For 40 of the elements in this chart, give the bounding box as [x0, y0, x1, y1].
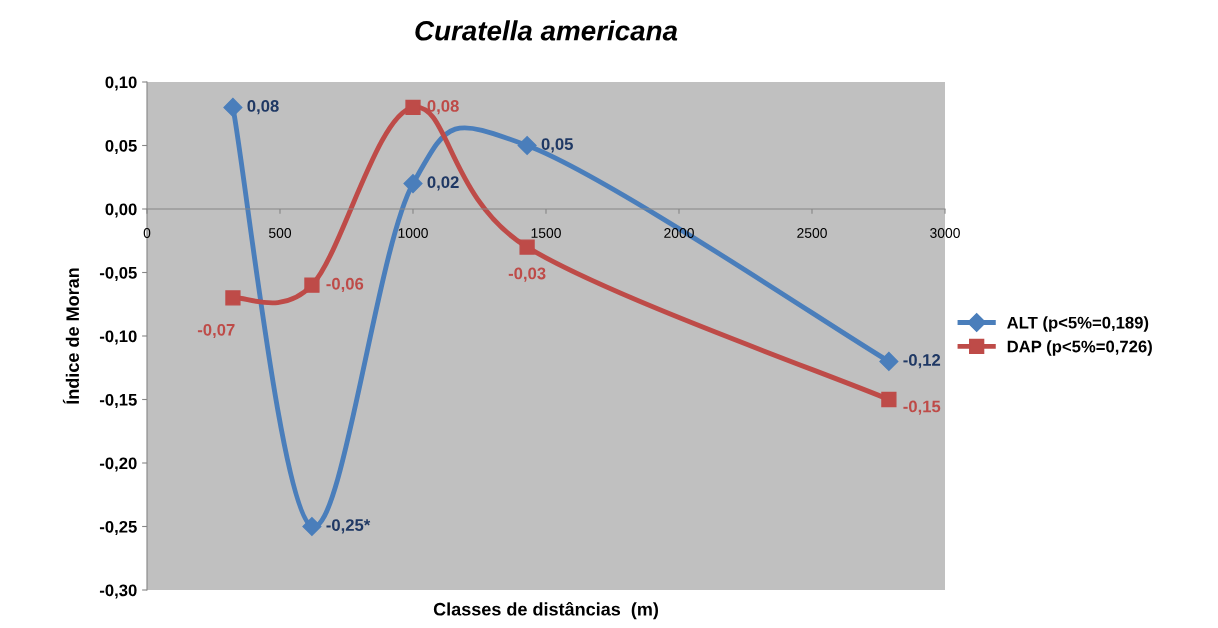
y-tick-label: -0,30: [99, 584, 137, 599]
data-label: -0,07: [197, 323, 235, 339]
y-tick-label: 0,00: [105, 203, 137, 218]
legend-label: DAP (p<5%=0,726): [1007, 340, 1152, 356]
point: [519, 239, 535, 255]
point: [881, 391, 897, 408]
data-label: -0,03: [508, 267, 546, 282]
point: [302, 516, 322, 537]
x-axis-title: Classes de distâncias (m): [433, 601, 659, 620]
chart-title: Curatella americana: [415, 20, 678, 41]
x-tick-label: 2500: [797, 228, 827, 238]
x-tick-label: 500: [268, 228, 292, 238]
y-tick-label: -0,05: [99, 266, 137, 282]
data-label: 0,05: [541, 138, 573, 153]
y-axis-title: Índice de Moran: [62, 268, 80, 404]
data-label: 0,08: [427, 100, 459, 115]
y-tick-label: 0,05: [105, 139, 137, 155]
y-tick-label: 0,10: [105, 76, 137, 91]
y-tick-label: -0,15: [99, 393, 137, 409]
x-tick-label: 3000: [930, 228, 960, 238]
x-tick-label: 0: [143, 228, 151, 238]
point: [223, 97, 243, 117]
x-tick-label: 1000: [398, 228, 428, 238]
data-label: -0,06: [326, 277, 364, 293]
legend-label: ALT (p<5%=0,189): [1007, 316, 1149, 332]
point: [403, 174, 423, 194]
y-tick-label: -0,20: [99, 457, 137, 472]
point: [405, 99, 421, 116]
x-tick-label: 1500: [531, 228, 561, 238]
data-label: -0,15: [903, 400, 941, 415]
point: [879, 351, 899, 371]
point: [304, 277, 320, 293]
data-label: 0,02: [427, 176, 459, 191]
data-label: -0,12: [903, 354, 941, 369]
data-label: -0,25*: [326, 519, 371, 534]
y-tick-label: -0,10: [99, 330, 137, 345]
y-tick-label: -0,25: [99, 520, 137, 536]
point: [225, 290, 241, 306]
point: [517, 135, 537, 156]
data-label: 0,08: [247, 100, 279, 115]
